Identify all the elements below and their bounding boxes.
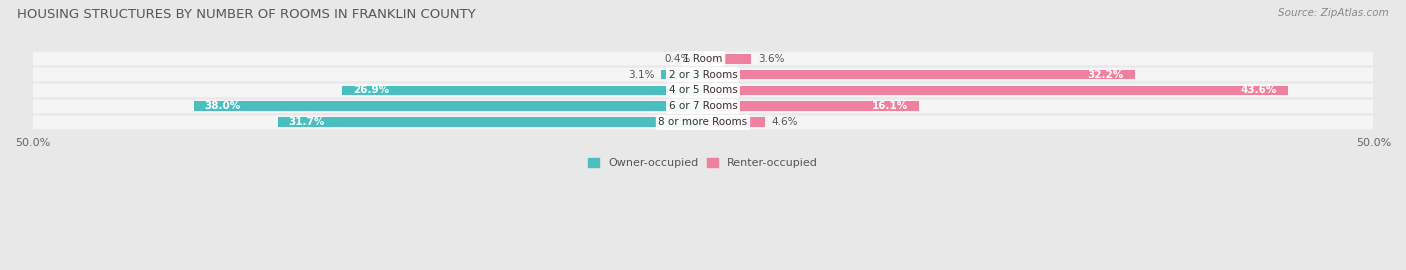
Text: Source: ZipAtlas.com: Source: ZipAtlas.com — [1278, 8, 1389, 18]
Bar — [703, 70, 1135, 79]
FancyBboxPatch shape — [32, 68, 1374, 81]
Bar — [697, 54, 703, 63]
FancyBboxPatch shape — [32, 52, 1374, 65]
Bar — [342, 86, 703, 95]
Legend: Owner-occupied, Renter-occupied: Owner-occupied, Renter-occupied — [583, 154, 823, 173]
Text: 3.6%: 3.6% — [758, 53, 785, 63]
Bar — [661, 70, 703, 79]
Text: 0.4%: 0.4% — [665, 53, 690, 63]
Text: 8 or more Rooms: 8 or more Rooms — [658, 117, 748, 127]
Bar — [194, 102, 703, 111]
Text: 4.6%: 4.6% — [772, 117, 797, 127]
Bar — [278, 117, 703, 127]
Text: 3.1%: 3.1% — [628, 69, 655, 80]
Text: 43.6%: 43.6% — [1240, 86, 1277, 96]
Text: HOUSING STRUCTURES BY NUMBER OF ROOMS IN FRANKLIN COUNTY: HOUSING STRUCTURES BY NUMBER OF ROOMS IN… — [17, 8, 475, 21]
Text: 2 or 3 Rooms: 2 or 3 Rooms — [669, 69, 737, 80]
Text: 38.0%: 38.0% — [204, 102, 240, 112]
Bar — [703, 86, 1288, 95]
Text: 16.1%: 16.1% — [872, 102, 908, 112]
Text: 6 or 7 Rooms: 6 or 7 Rooms — [669, 102, 737, 112]
FancyBboxPatch shape — [32, 84, 1374, 97]
Text: 4 or 5 Rooms: 4 or 5 Rooms — [669, 86, 737, 96]
Bar — [703, 54, 751, 63]
Text: 32.2%: 32.2% — [1088, 69, 1123, 80]
Text: 31.7%: 31.7% — [288, 117, 325, 127]
FancyBboxPatch shape — [32, 116, 1374, 129]
FancyBboxPatch shape — [32, 100, 1374, 113]
Text: 26.9%: 26.9% — [353, 86, 389, 96]
Text: 1 Room: 1 Room — [683, 53, 723, 63]
Bar — [703, 102, 920, 111]
Bar — [703, 117, 765, 127]
